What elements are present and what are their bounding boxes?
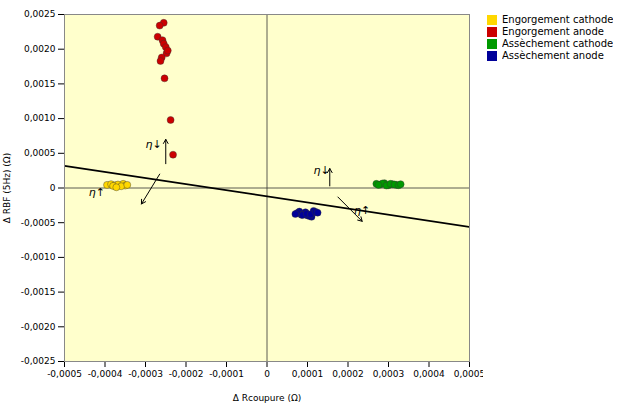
svg-text:η↑: η↑ — [354, 204, 370, 217]
html-text:Engorgement anode: Engorgement anode — [502, 26, 604, 37]
svg-text:0,0003: 0,0003 — [373, 369, 405, 379]
svg-text:0,0002: 0,0002 — [332, 369, 364, 379]
svg-text:0,0010: 0,0010 — [24, 113, 56, 123]
svg-text:0,0025: 0,0025 — [24, 9, 56, 19]
svg-text:Δ Rcoupure (Ω): Δ Rcoupure (Ω) — [233, 393, 302, 403]
svg-text:0: 0 — [50, 183, 56, 193]
svg-text:0: 0 — [264, 369, 270, 379]
svg-text:-0,0003: -0,0003 — [128, 369, 163, 379]
svg-text:0,0001: 0,0001 — [292, 369, 324, 379]
html-text:Assèchement cathode: Assèchement cathode — [502, 38, 614, 49]
html-text:Assèchement anode: Assèchement anode — [502, 50, 604, 61]
svg-text:-0,0001: -0,0001 — [209, 369, 244, 379]
svg-text:-0,0015: -0,0015 — [21, 287, 56, 297]
svg-text:0,0015: 0,0015 — [24, 79, 56, 89]
svg-text:η↓: η↓ — [146, 138, 162, 151]
svg-text:η↑: η↑ — [89, 186, 105, 199]
html-text:Engorgement cathode: Engorgement cathode — [502, 14, 614, 25]
svg-text:-0,0020: -0,0020 — [21, 322, 56, 332]
svg-text:0,0005: 0,0005 — [24, 148, 56, 158]
svg-text:η↓: η↓ — [314, 164, 330, 177]
svg-text:-0,0005: -0,0005 — [47, 369, 82, 379]
svg-text:-0,0010: -0,0010 — [21, 252, 56, 262]
svg-text:0,0005: 0,0005 — [454, 369, 483, 379]
svg-text:-0,0004: -0,0004 — [88, 369, 123, 379]
svg-text:-0,0025: -0,0025 — [21, 356, 56, 366]
svg-text:0,0020: 0,0020 — [24, 44, 56, 54]
svg-text:0,0004: 0,0004 — [413, 369, 445, 379]
svg-text:-0,0002: -0,0002 — [169, 369, 204, 379]
svg-text:Δ RBF (5Hz) (Ω): Δ RBF (5Hz) (Ω) — [2, 153, 12, 223]
svg-text:-0,0005: -0,0005 — [21, 218, 56, 228]
